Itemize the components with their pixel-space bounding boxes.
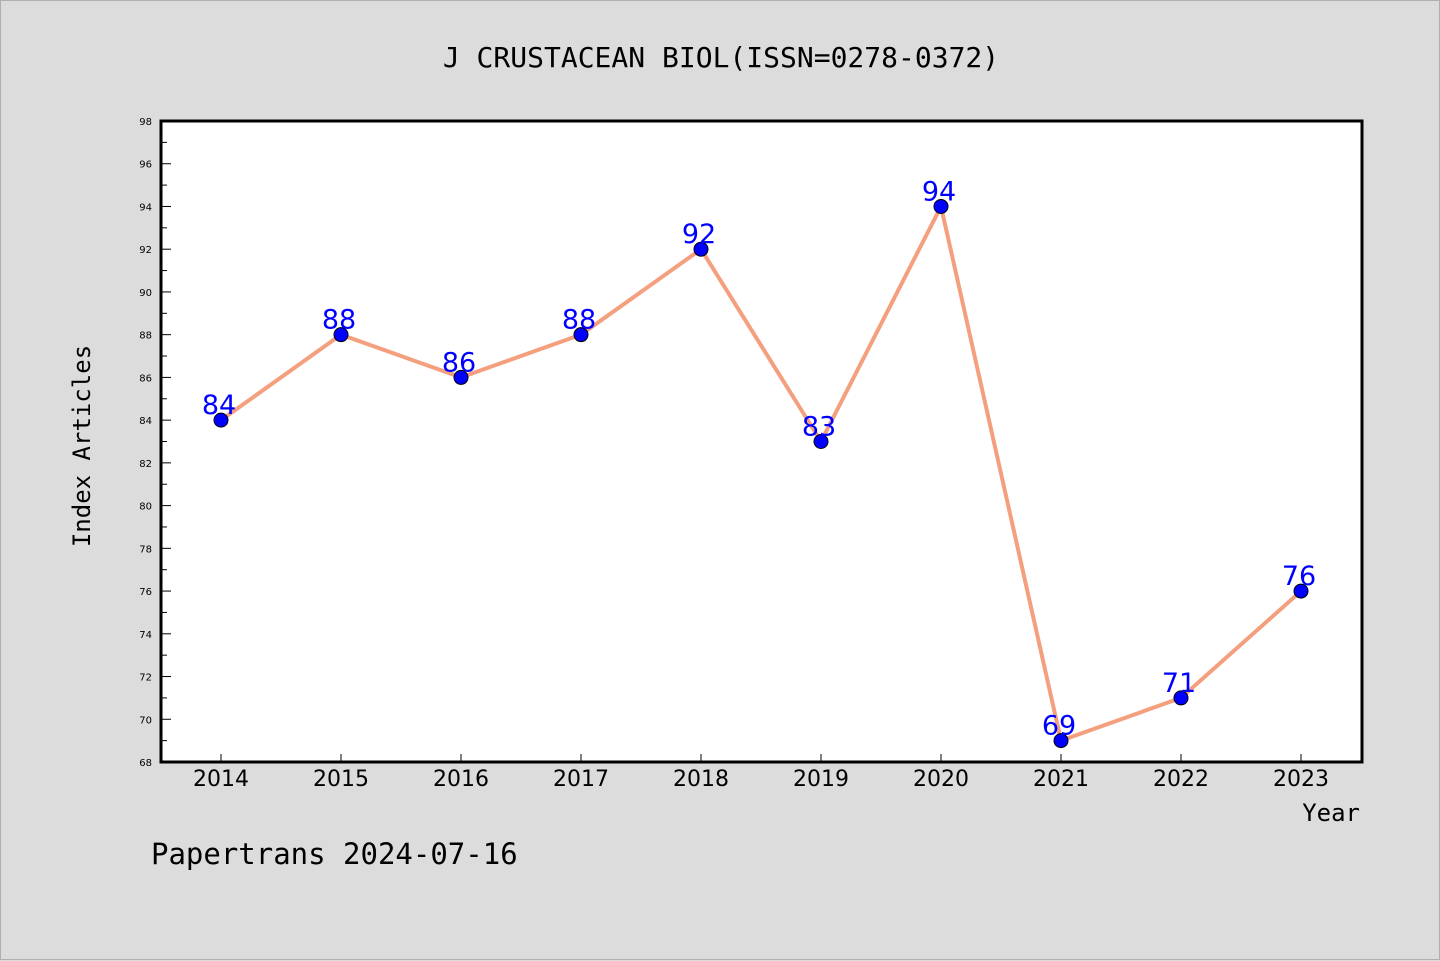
y-tick-label: 98 — [139, 117, 152, 128]
y-axis: 68 70 72 74 76 78 80 82 84 86 88 90 92 94 96 98 — [139, 117, 171, 769]
data-label: 83 — [802, 412, 836, 443]
x-axis: 2014 2015 2016 2017 2018 2019 2020 2021 2022 2023 — [193, 754, 1329, 792]
y-axis-label: Index Articles — [68, 345, 96, 547]
data-point — [1173, 690, 1189, 706]
y-tick-label: 70 — [139, 715, 152, 726]
y-tick-label: 80 — [139, 502, 152, 513]
x-tick-label: 2019 — [793, 767, 849, 792]
data-point — [333, 327, 349, 343]
data-label: 86 — [442, 347, 476, 378]
x-tick-label: 2021 — [1033, 767, 1089, 792]
y-tick-label: 96 — [139, 160, 152, 171]
chart-title: J CRUSTACEAN BIOL(ISSN=0278-0372) — [443, 41, 999, 74]
y-tick-label: 82 — [139, 459, 152, 470]
y-tick-label: 90 — [139, 288, 152, 299]
data-label: 71 — [1162, 668, 1196, 699]
series-markers — [213, 198, 1309, 749]
plot-area — [159, 119, 1364, 764]
x-tick-label: 2017 — [553, 767, 609, 792]
data-label: 84 — [202, 390, 236, 421]
y-tick-label: 74 — [139, 630, 152, 641]
y-tick-label: 94 — [139, 202, 152, 213]
data-labels: 84 88 86 88 92 83 94 69 71 76 — [202, 176, 1316, 741]
x-tick-label: 2023 — [1273, 767, 1329, 792]
data-point — [1053, 733, 1069, 749]
x-tick-label: 2016 — [433, 767, 489, 792]
data-point — [453, 369, 469, 385]
data-label: 88 — [562, 305, 596, 336]
x-tick-label: 2020 — [913, 767, 969, 792]
y-tick-label: 84 — [139, 416, 152, 427]
y-tick-label: 78 — [139, 544, 152, 555]
x-tick-label: 2022 — [1153, 767, 1209, 792]
data-label: 94 — [922, 176, 956, 207]
data-point — [693, 241, 709, 257]
y-tick-label: 92 — [139, 245, 152, 256]
x-axis-label: Year — [1302, 799, 1360, 827]
footer-credit: Papertrans 2024-07-16 — [151, 837, 518, 871]
data-label: 69 — [1042, 711, 1076, 742]
data-point — [933, 198, 949, 214]
data-point — [213, 412, 229, 428]
data-label: 88 — [322, 305, 356, 336]
data-label: 76 — [1282, 561, 1316, 592]
y-tick-label: 86 — [139, 373, 152, 384]
series-line — [219, 204, 1303, 743]
y-tick-label: 76 — [139, 587, 152, 598]
data-point — [573, 327, 589, 343]
x-tick-label: 2018 — [673, 767, 729, 792]
data-label: 92 — [682, 219, 716, 250]
y-tick-label: 72 — [139, 673, 152, 684]
data-point — [1293, 583, 1309, 599]
y-tick-label: 88 — [139, 331, 152, 342]
y-tick-label: 68 — [139, 758, 152, 769]
data-point — [813, 434, 829, 449]
x-tick-label: 2015 — [313, 767, 369, 792]
series-line-group — [219, 204, 1303, 743]
x-tick-label: 2014 — [193, 767, 249, 792]
